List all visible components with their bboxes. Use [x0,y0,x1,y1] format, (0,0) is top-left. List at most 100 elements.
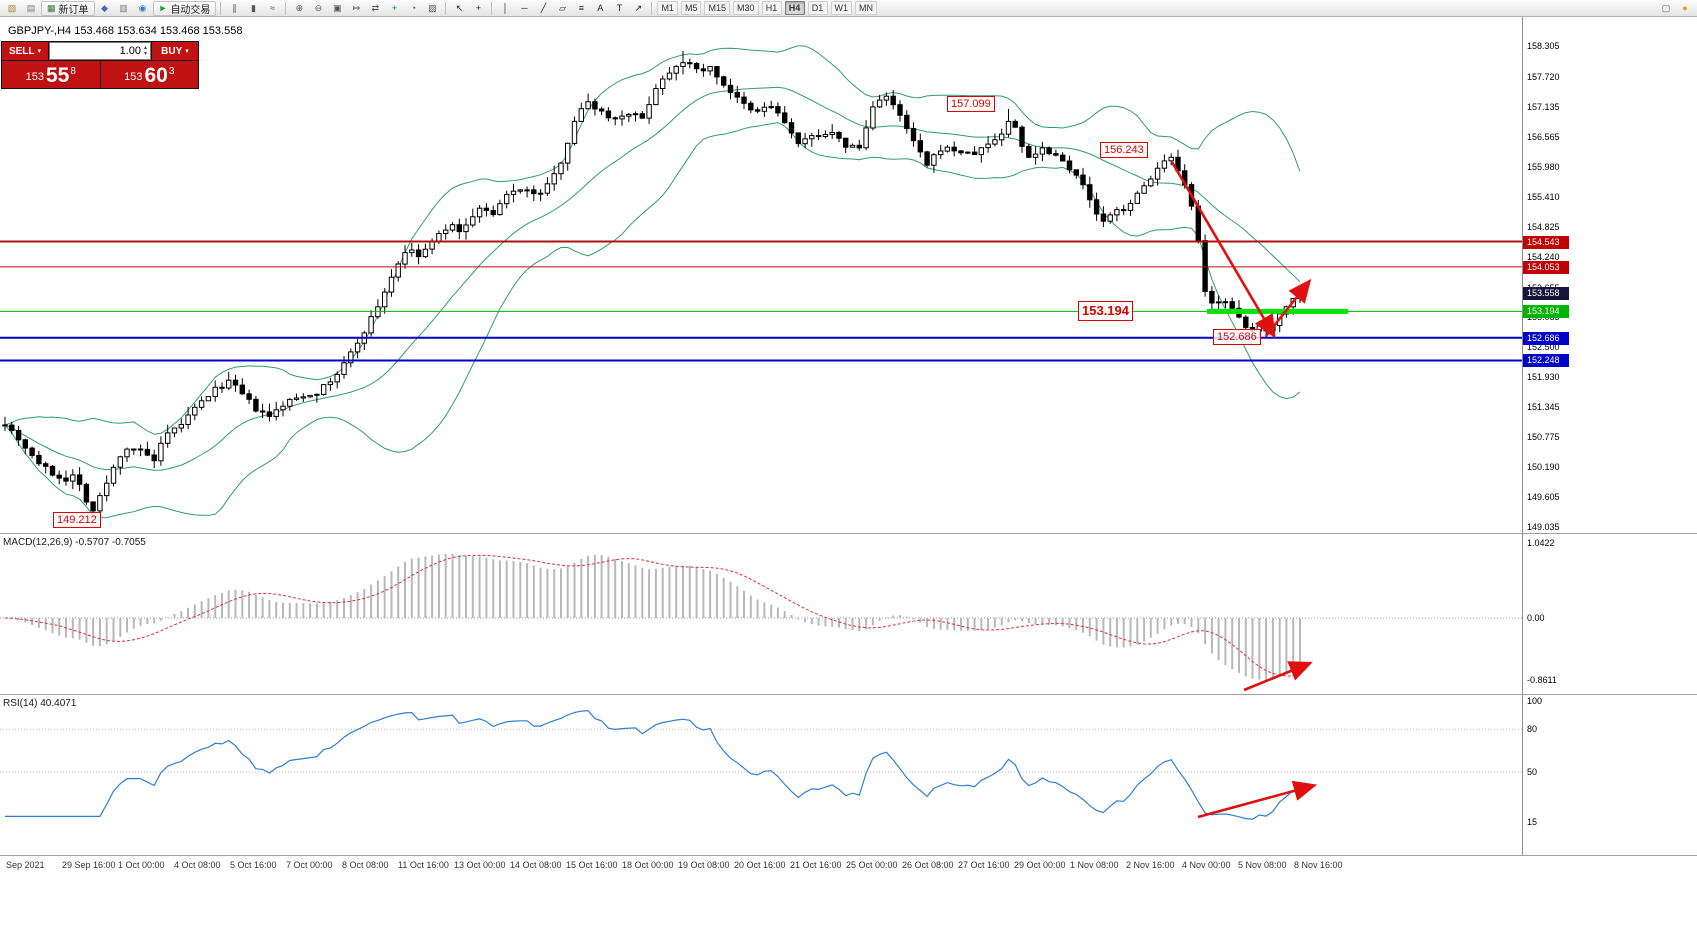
vertical-line-icon[interactable]: │ [496,1,514,16]
timeframe-m1-button[interactable]: M1 [657,1,678,15]
chevron-down-icon: ▾ [185,48,189,55]
new-order-icon: ▦ [47,2,56,13]
new-chart-icon[interactable]: ▧ [3,1,21,16]
candlestick-chart-icon[interactable]: ▮ [244,1,262,16]
price-axis[interactable]: 158.305 157.720 157.135 156.565 155.980 155.4… [1522,17,1696,856]
data-window-icon[interactable]: ◉ [134,1,152,16]
time-axis[interactable]: Sep 2021 29 Sep 16:00 1 Oct 00:00 4 Oct 08:… [0,856,1697,878]
decrement-icon[interactable]: ▾ [143,51,147,57]
equidistant-channel-icon[interactable]: ▱ [553,1,571,16]
sell-price-display[interactable]: 153 55 8 [2,61,100,88]
price-tag: 153.194 [1523,305,1569,319]
text-label-icon[interactable]: T [610,1,628,16]
periods-icon[interactable]: ◔ [404,1,422,16]
autotrading-button[interactable]: ► 自动交易 [152,0,217,16]
time-axis-label: 20 Oct 16:00 [734,860,786,870]
fibonacci-icon[interactable]: ≡ [572,1,590,16]
timeframe-w1-button[interactable]: W1 [830,1,852,15]
crosshair-icon[interactable]: + [469,1,487,16]
new-chart-icon: ▧ [7,2,17,13]
timeframe-mn-button[interactable]: MN [855,1,877,15]
autotrading-icon: ► [158,2,168,13]
notification-icon: ● [1682,2,1688,13]
new-order-button[interactable]: ▦ 新订单 [41,0,95,16]
candlestick-chart-icon: ▮ [250,2,256,13]
toolbar-separator [491,1,493,15]
expert-advisors-icon: ◆ [101,2,108,13]
zoom-out-icon: ⊖ [314,2,323,13]
time-axis-label: 1 Nov 08:00 [1070,860,1119,870]
volume-input[interactable]: 1.00 ▴ ▾ [49,42,151,60]
toolbar-separator [285,1,287,15]
price-tick-label: 155.980 [1527,162,1560,173]
rsi-tick-label: 15 [1527,817,1538,828]
text-icon[interactable]: A [591,1,609,16]
chart-shift-icon: ⇄ [371,2,380,13]
time-axis-label: 26 Oct 08:00 [902,860,954,870]
toolbar-separator [651,1,653,15]
chart-shift-icon[interactable]: ⇄ [366,1,384,16]
macd-panel[interactable]: MACD(12,26,9) -0.5707 -0.7055 [0,534,1522,694]
timeframe-m30-button[interactable]: M30 [732,1,759,15]
zoom-in-icon: ⊕ [295,2,304,13]
time-axis-label: 4 Oct 08:00 [174,860,221,870]
fullscreen-icon[interactable]: ▢ [1657,1,1675,16]
toolbar-separator [220,1,222,15]
chart-profiles-icon[interactable]: ▤ [22,1,40,16]
increment-icon[interactable]: ▴ [143,45,147,51]
time-axis-label: 2 Nov 16:00 [1126,860,1175,870]
rsi-panel[interactable]: RSI(14) 40.4071 [0,695,1522,855]
auto-scroll-icon[interactable]: ↦ [347,1,365,16]
horizontal-line-icon[interactable]: ─ [515,1,533,16]
market-watch-icon[interactable]: ▥ [115,1,133,16]
time-axis-label: 8 Oct 08:00 [342,860,389,870]
time-axis-label: 27 Oct 16:00 [958,860,1010,870]
time-axis-label: 5 Nov 08:00 [1238,860,1287,870]
time-axis-label: 18 Oct 00:00 [622,860,674,870]
main-chart-panel[interactable]: 149.212 157.099 156.243 153.194 152.686 GBPJ… [0,17,1522,533]
price-tick-label: 151.345 [1527,402,1560,413]
bar-chart-icon[interactable]: ∥ [225,1,243,16]
buy-price-sup: 3 [168,66,175,77]
tile-windows-icon[interactable]: ▣ [328,1,346,16]
panel-divider[interactable] [0,694,1697,695]
time-axis-label: 7 Oct 00:00 [286,860,333,870]
price-tick-label: 157.135 [1527,102,1560,113]
periods-icon: ◔ [410,2,417,13]
candles-layer [2,50,1303,518]
panel-divider[interactable] [0,533,1697,534]
arrows-icon[interactable]: ↗ [629,1,647,16]
timeframe-d1-button[interactable]: D1 [807,1,828,15]
trendline-icon[interactable]: ╱ [534,1,552,16]
panel-divider[interactable] [0,855,1697,856]
volume-stepper[interactable]: ▴ ▾ [144,45,147,57]
timeframe-m5-button[interactable]: M5 [680,1,702,15]
data-window-icon: ◉ [138,2,147,13]
sell-button[interactable]: SELL ▾ [2,42,48,60]
zoom-out-icon[interactable]: ⊖ [309,1,327,16]
zoom-in-icon[interactable]: ⊕ [290,1,308,16]
chart-profiles-icon: ▤ [26,2,36,13]
cursor-icon[interactable]: ↖ [450,1,468,16]
price-tick-label: 149.035 [1527,522,1560,533]
line-chart-icon[interactable]: ≈ [263,1,281,16]
buy-button[interactable]: BUY ▾ [152,42,198,60]
rsi-trend-arrow [1197,780,1318,819]
buy-price-display[interactable]: 153 60 3 [100,61,198,88]
time-axis-label: Sep 2021 [6,860,45,870]
indicators-icon: + [391,2,398,13]
main-chart-svg [0,45,1522,519]
autotrading-button-label: 自动交易 [170,4,211,16]
toolbar: ▧ ▤ ▦ 新订单 ◆ ▥ ◉ ► 自动交易 ∥ ▮ ≈ ⊕ ⊖ ▣ ↦ ⇄ + ◔ ▨ ↖ + │ ─ ╱ ▱ ≡ A T ↗ M1 M5 M… [0,0,1697,17]
indicators-icon[interactable]: + [385,1,403,16]
tile-windows-icon: ▣ [333,2,342,13]
timeframe-m15-button[interactable]: M15 [704,1,730,15]
timeframe-h4-button[interactable]: H4 [784,1,805,15]
time-axis-label: 15 Oct 16:00 [566,860,618,870]
notification-icon[interactable]: ● [1676,1,1694,16]
expert-advisors-icon[interactable]: ◆ [96,1,114,16]
time-axis-label: 1 Oct 00:00 [118,860,165,870]
timeframe-h1-button[interactable]: H1 [761,1,782,15]
templates-icon[interactable]: ▨ [423,1,441,16]
equidistant-channel-icon: ▱ [558,2,566,13]
